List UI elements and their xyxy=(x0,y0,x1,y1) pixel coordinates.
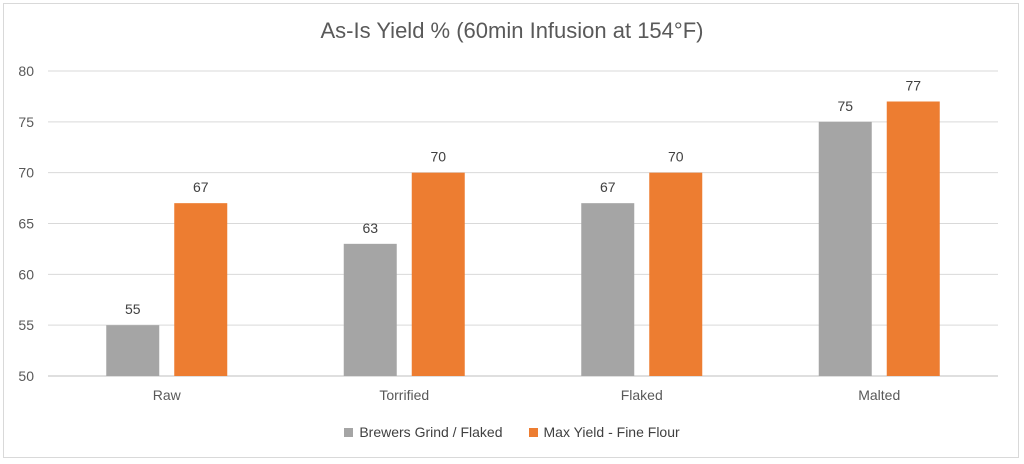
x-tick-label: Raw xyxy=(153,387,182,403)
data-label: 63 xyxy=(362,220,378,236)
legend-swatch-series-2 xyxy=(528,427,538,437)
y-tick-label: 70 xyxy=(18,165,34,181)
data-label: 70 xyxy=(668,149,684,165)
bar xyxy=(343,243,397,376)
bar xyxy=(886,101,940,376)
legend-item-series-2: Max Yield - Fine Flour xyxy=(528,424,680,440)
legend-swatch-series-1 xyxy=(344,427,354,437)
y-tick-label: 60 xyxy=(18,266,34,282)
data-label: 67 xyxy=(600,179,616,195)
data-label: 70 xyxy=(430,149,446,165)
y-tick-label: 65 xyxy=(18,216,34,232)
x-tick-label: Flaked xyxy=(621,387,663,403)
bar xyxy=(174,203,228,376)
bar xyxy=(649,172,703,376)
legend: Brewers Grind / Flaked Max Yield - Fine … xyxy=(0,424,1024,440)
legend-label-series-2: Max Yield - Fine Flour xyxy=(543,424,680,440)
y-tick-label: 50 xyxy=(18,368,34,384)
bar xyxy=(411,172,465,376)
y-tick-label: 80 xyxy=(18,63,34,79)
data-label: 77 xyxy=(905,78,921,94)
legend-item-series-1: Brewers Grind / Flaked xyxy=(344,424,503,440)
bar xyxy=(818,121,872,376)
data-label: 67 xyxy=(193,179,209,195)
bar xyxy=(581,203,635,376)
y-tick-label: 75 xyxy=(18,114,34,130)
x-tick-label: Torrified xyxy=(379,387,429,403)
data-label: 75 xyxy=(837,98,853,114)
x-tick-label: Malted xyxy=(858,387,900,403)
bar xyxy=(106,325,160,376)
y-tick-label: 55 xyxy=(18,317,34,333)
data-label: 55 xyxy=(125,301,141,317)
legend-label-series-1: Brewers Grind / Flaked xyxy=(359,424,503,440)
chart-title: As-Is Yield % (60min Infusion at 154°F) xyxy=(320,18,704,43)
